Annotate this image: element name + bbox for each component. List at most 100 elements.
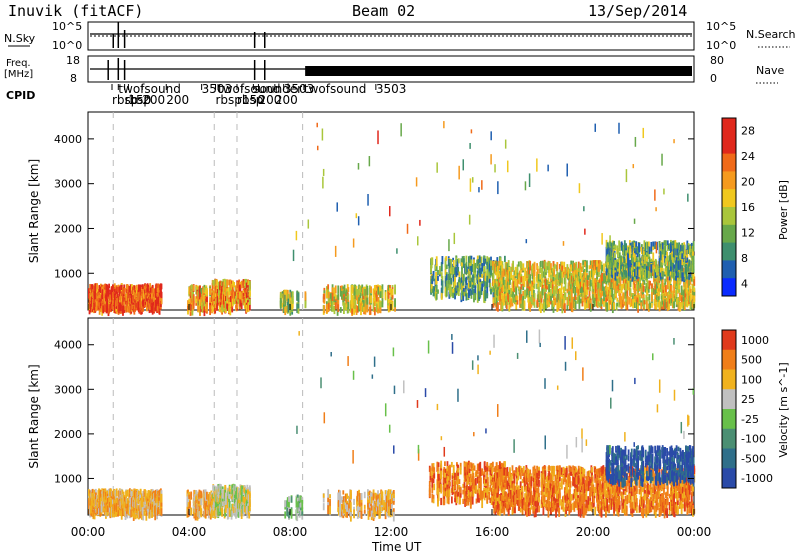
echo-cell <box>500 266 503 276</box>
echo-cell <box>230 290 232 295</box>
echo-cell <box>235 296 237 302</box>
echo-cell <box>543 303 546 310</box>
echo-cell <box>523 281 526 288</box>
echo-cell <box>364 302 367 311</box>
echo-cell <box>560 282 563 290</box>
echo-cell <box>576 277 579 287</box>
echo-cell <box>530 302 533 308</box>
echo-cell <box>445 256 448 261</box>
echo-cell <box>356 296 359 305</box>
echo-cell-far <box>625 169 628 183</box>
echo-cell <box>603 273 605 284</box>
echo-cell <box>160 298 163 305</box>
echo-cell <box>245 304 248 313</box>
echo-cell <box>488 258 491 268</box>
echo-cell <box>106 295 109 305</box>
echo-cell <box>218 290 220 296</box>
freq-nave-panel: Freq. [MHz] 18 8 80 0 Nave <box>4 54 784 85</box>
echo-cell <box>394 298 396 307</box>
nave-trace <box>107 58 692 80</box>
echo-cell-far <box>352 238 355 248</box>
echo-cell <box>230 295 232 303</box>
echo-cell <box>456 259 459 264</box>
echo-cell-far <box>292 249 295 262</box>
echo-cell <box>347 301 350 310</box>
echo-cell <box>661 249 664 255</box>
echo-cell <box>503 255 506 262</box>
echo-cell <box>563 261 566 270</box>
echo-cell <box>118 304 121 314</box>
echo-cell <box>431 257 434 265</box>
echo-cell <box>390 288 393 298</box>
echo-cell <box>587 301 590 306</box>
echo-cell <box>216 279 218 285</box>
echo-cell <box>432 286 435 297</box>
echo-cell-far <box>594 123 597 132</box>
echo-cell <box>142 303 145 312</box>
echo-cell <box>531 286 533 295</box>
echo-cell <box>479 256 482 263</box>
echo-cell <box>387 291 390 299</box>
echo-cell <box>108 303 110 314</box>
echo-cell-far <box>632 164 635 169</box>
echo-cell <box>501 273 504 279</box>
echo-cell <box>458 271 461 278</box>
echo-cell <box>593 279 595 289</box>
echo-cell <box>369 306 372 315</box>
echo-cell <box>603 292 605 302</box>
echo-cell <box>523 300 526 307</box>
echo-cell <box>111 284 114 291</box>
echo-cell <box>575 287 578 293</box>
echo-cell <box>551 288 554 294</box>
echo-cell <box>473 289 475 296</box>
echo-cell <box>462 288 465 295</box>
echo-cell <box>568 290 571 295</box>
echo-cell <box>483 279 485 288</box>
echo-cell <box>379 305 382 314</box>
echo-cell <box>221 305 223 310</box>
echo-cell <box>597 301 600 306</box>
echo-cell <box>89 284 92 290</box>
echo-cell <box>448 272 451 281</box>
echo-cell <box>285 293 288 300</box>
echo-cell <box>372 288 375 296</box>
echo-cell <box>379 301 382 308</box>
echo-cell <box>638 269 641 278</box>
echo-cell <box>486 256 489 264</box>
echo-cell <box>586 286 588 296</box>
echo-cell <box>247 286 250 296</box>
echo-cell <box>546 285 549 290</box>
echo-cell-far <box>367 193 369 206</box>
echo-cell <box>296 303 299 313</box>
echo-cell <box>226 301 229 309</box>
echo-cell <box>116 287 119 295</box>
echo-cell <box>457 282 460 291</box>
echo-cell <box>594 297 597 303</box>
echo-cell <box>339 287 342 297</box>
echo-cell <box>570 260 573 265</box>
echo-cell <box>120 284 123 291</box>
echo-cell <box>109 296 112 301</box>
echo-cell <box>651 302 653 308</box>
echo-cell <box>483 265 486 274</box>
echo-cell <box>670 285 673 294</box>
echo-cell <box>387 286 390 296</box>
echo-cell <box>211 305 214 312</box>
echo-cell <box>237 293 240 299</box>
echo-cell <box>550 274 552 281</box>
echo-cell-far <box>336 202 338 212</box>
echo-cell <box>538 286 540 295</box>
echo-cell <box>479 270 482 277</box>
echo-cell <box>289 298 292 304</box>
echo-cell <box>649 302 651 309</box>
echo-cell <box>391 301 394 311</box>
echo-cell <box>673 301 675 309</box>
echo-cell <box>468 258 470 267</box>
echo-cell <box>486 275 489 280</box>
echo-cell <box>325 291 328 299</box>
echo-cell-far <box>547 164 549 172</box>
echo-cell <box>216 289 219 294</box>
echo-cell-far <box>618 122 620 134</box>
echo-cell <box>476 293 479 303</box>
echo-cell <box>123 306 126 313</box>
